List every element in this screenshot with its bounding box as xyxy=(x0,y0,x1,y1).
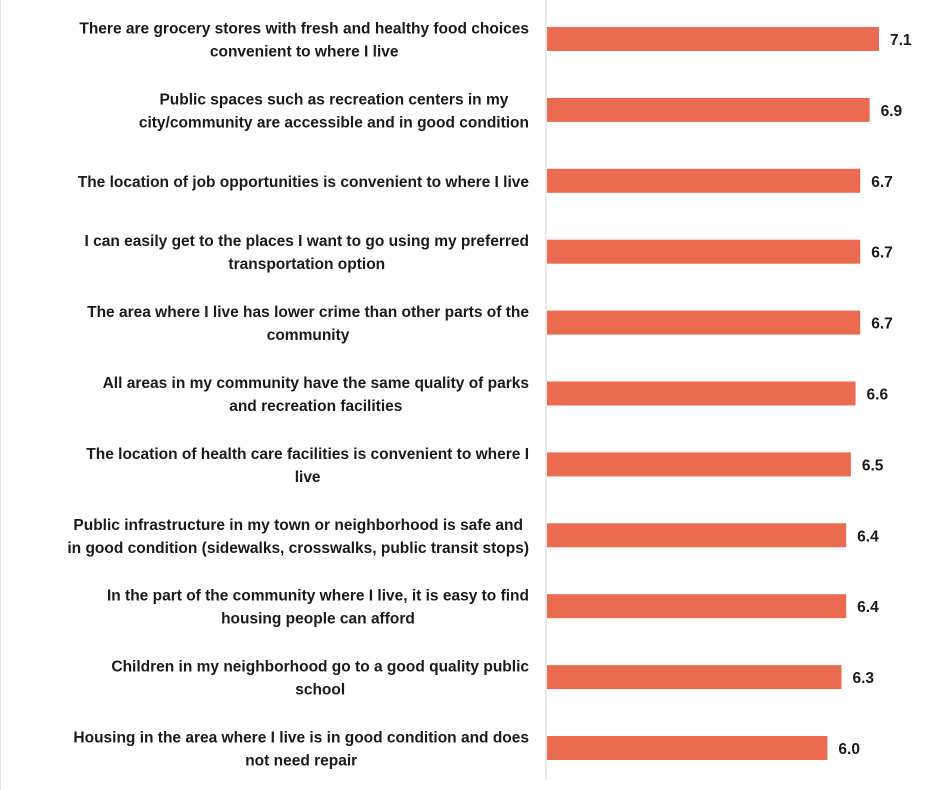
category-label-line: live xyxy=(295,469,321,486)
category-label-line: transportation option xyxy=(228,256,385,273)
bar-value-label: 6.5 xyxy=(862,457,884,474)
category-label-line: The location of health care facilities i… xyxy=(86,446,529,463)
category-label-line: In the part of the community where I liv… xyxy=(107,588,529,605)
category-label-line: and recreation facilities xyxy=(229,398,402,415)
bar-value-label: 6.6 xyxy=(867,387,889,404)
category-label: There are grocery stores with fresh and … xyxy=(79,21,529,61)
bar-value-label: 6.7 xyxy=(871,174,893,191)
category-label-line: All areas in my community have the same … xyxy=(103,375,529,392)
category-label-line: Public spaces such as recreation centers… xyxy=(159,91,508,108)
category-label-line: community xyxy=(267,327,350,344)
bar-value-label: 7.1 xyxy=(890,32,912,49)
bar xyxy=(547,381,856,406)
bar xyxy=(547,239,861,264)
category-label-line: The location of job opportunities is con… xyxy=(78,174,530,191)
category-label-line: school xyxy=(295,682,345,699)
bar xyxy=(547,736,828,760)
category-label: In the part of the community where I liv… xyxy=(107,588,529,628)
bar-value-label: 6.7 xyxy=(871,316,893,333)
category-label-line: in good condition (sidewalks, crosswalks… xyxy=(67,540,529,557)
category-label-line: not need repair xyxy=(245,753,357,770)
bars xyxy=(547,27,879,760)
bar-value-label: 6.9 xyxy=(881,103,903,120)
category-label: The location of job opportunities is con… xyxy=(78,174,530,191)
bar xyxy=(547,523,847,548)
category-label: Public infrastructure in my town or neig… xyxy=(67,517,529,557)
value-labels: 7.1 6.9 6.7 6.7 6.7 6.6 6.5 6.4 6.4 6.3 6.0 xyxy=(838,32,912,758)
category-label-line: housing people can afford xyxy=(221,611,415,628)
bar-value-label: 6.4 xyxy=(857,528,879,545)
category-label: All areas in my community have the same … xyxy=(103,375,529,415)
bar-value-label: 6.7 xyxy=(871,245,893,262)
category-label-line: The area where I live has lower crime th… xyxy=(87,304,529,321)
category-label: Children in my neighborhood go to a good… xyxy=(111,659,529,699)
bar-value-label: 6.3 xyxy=(852,670,874,687)
category-label-line: I can easily get to the places I want to… xyxy=(85,233,529,250)
category-label-line: Public infrastructure in my town or neig… xyxy=(73,517,523,534)
bar xyxy=(547,27,879,51)
category-label: The location of health care facilities i… xyxy=(86,446,529,486)
bar xyxy=(547,168,861,193)
category-label-line: city/community are accessible and in goo… xyxy=(139,114,529,131)
category-label: I can easily get to the places I want to… xyxy=(85,233,529,273)
category-label-line: Children in my neighborhood go to a good… xyxy=(111,659,529,676)
category-label-line: convenient to where I live xyxy=(210,44,399,61)
category-label-line: There are grocery stores with fresh and … xyxy=(79,21,529,38)
bar-value-label: 6.4 xyxy=(857,599,879,616)
bar-value-label: 6.0 xyxy=(838,741,860,758)
category-labels: There are grocery stores with fresh and … xyxy=(67,21,529,770)
category-label: Public spaces such as recreation centers… xyxy=(139,91,529,131)
category-label: The area where I live has lower crime th… xyxy=(87,304,529,344)
bar xyxy=(547,665,842,690)
bar xyxy=(547,310,861,335)
bar xyxy=(547,594,847,619)
category-label: Housing in the area where I live is in g… xyxy=(73,730,529,770)
category-label-line: Housing in the area where I live is in g… xyxy=(73,730,529,747)
bar xyxy=(547,452,851,477)
bar xyxy=(547,97,870,122)
